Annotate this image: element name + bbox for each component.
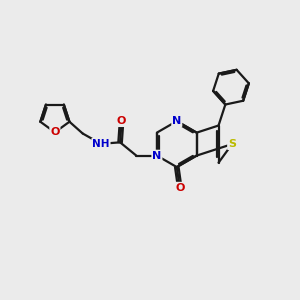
Text: S: S bbox=[228, 139, 236, 149]
Text: N: N bbox=[172, 116, 182, 126]
Text: NH: NH bbox=[92, 139, 110, 149]
Text: O: O bbox=[117, 116, 126, 126]
Text: N: N bbox=[152, 151, 161, 160]
Text: O: O bbox=[175, 183, 184, 193]
Text: O: O bbox=[50, 127, 60, 137]
